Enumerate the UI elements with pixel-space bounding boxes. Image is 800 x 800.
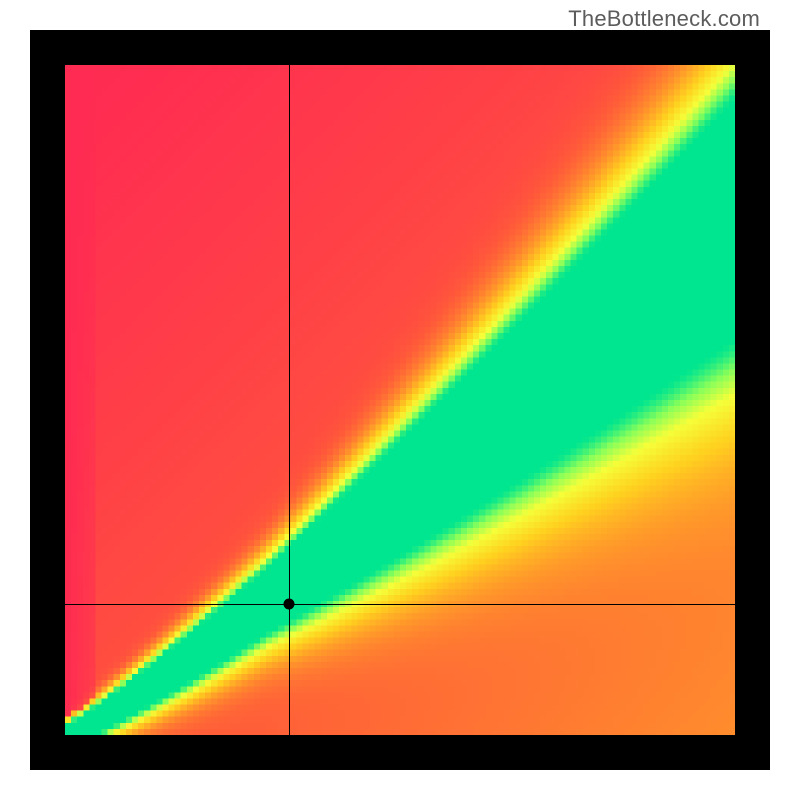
image-frame: TheBottleneck.com <box>0 0 800 800</box>
watermark-text: TheBottleneck.com <box>568 6 760 32</box>
heatmap-canvas <box>65 65 735 735</box>
heatmap-area <box>65 65 735 735</box>
